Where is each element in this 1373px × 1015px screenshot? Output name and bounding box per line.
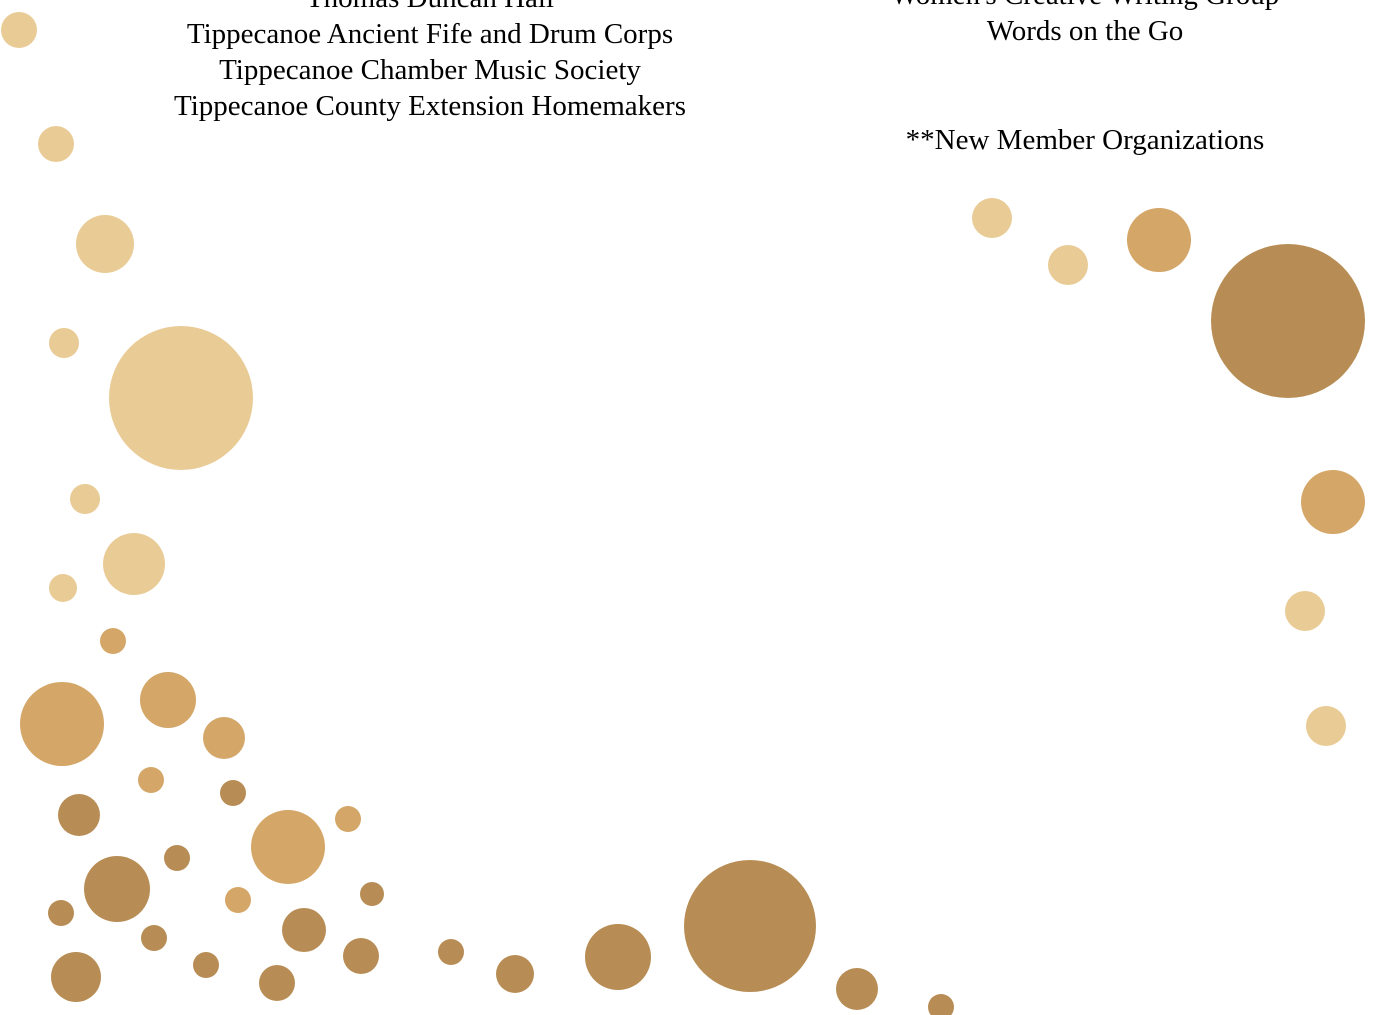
decorative-dot	[140, 672, 196, 728]
decorative-dot	[836, 968, 878, 1010]
decorative-dot	[251, 810, 325, 884]
decorative-dot	[203, 717, 245, 759]
decorative-dot	[585, 924, 651, 990]
org-tippecanoe-fife-drum: Tippecanoe Ancient Fife and Drum Corps	[186, 18, 674, 50]
decorative-dot	[928, 994, 954, 1015]
decorative-dot	[109, 326, 253, 470]
decorative-dot	[360, 882, 384, 906]
decorative-dot	[438, 939, 464, 965]
decorative-dot	[138, 767, 164, 793]
decorative-dot	[70, 484, 100, 514]
decorative-dot	[259, 965, 295, 1001]
decorative-dot	[1306, 706, 1346, 746]
decorative-dot	[193, 952, 219, 978]
org-womens-creative-writing: Women's Creative Writing Group	[835, 0, 1335, 13]
decorative-dot	[343, 938, 379, 974]
decorative-dot	[1285, 591, 1325, 631]
decorative-dot	[100, 628, 126, 654]
decorative-dot	[20, 682, 104, 766]
decorative-dot	[220, 780, 246, 806]
decorative-dot	[1301, 470, 1365, 534]
decorative-dot	[51, 952, 101, 1002]
decorative-dot	[684, 860, 816, 992]
decorative-dot	[496, 955, 534, 993]
org-tippecanoe-extension-homemakers: Tippecanoe County Extension Homemakers	[174, 90, 686, 122]
decorative-dot	[103, 533, 165, 595]
decorative-dot	[38, 126, 74, 162]
decorative-dot	[282, 908, 326, 952]
decorative-dot	[48, 900, 74, 926]
decorative-dot	[335, 806, 361, 832]
decorative-dot	[225, 887, 251, 913]
decorative-dot	[1211, 244, 1365, 398]
organization-list-left: Thomas Duncan Hall Tippecanoe Ancient Fi…	[130, 0, 730, 124]
decorative-dot	[49, 574, 77, 602]
decorative-dot	[141, 925, 167, 951]
decorative-dot	[58, 794, 100, 836]
decorative-dot	[49, 328, 79, 358]
organization-list-right: Women's Creative Writing Group Words on …	[835, 0, 1335, 49]
decorative-dot	[1127, 208, 1191, 272]
decorative-dot	[972, 198, 1012, 238]
decorative-dot	[164, 845, 190, 871]
decorative-dot	[84, 856, 150, 922]
decorative-dot	[1048, 245, 1088, 285]
new-member-note: **New Member Organizations	[905, 124, 1265, 156]
decorative-dot	[1, 12, 37, 48]
org-tippecanoe-chamber-music: Tippecanoe Chamber Music Society	[219, 54, 641, 86]
decorative-dot	[76, 215, 134, 273]
org-words-on-the-go: Words on the Go	[986, 15, 1184, 47]
org-thomas-duncan-hall: Thomas Duncan Hall	[130, 0, 730, 16]
